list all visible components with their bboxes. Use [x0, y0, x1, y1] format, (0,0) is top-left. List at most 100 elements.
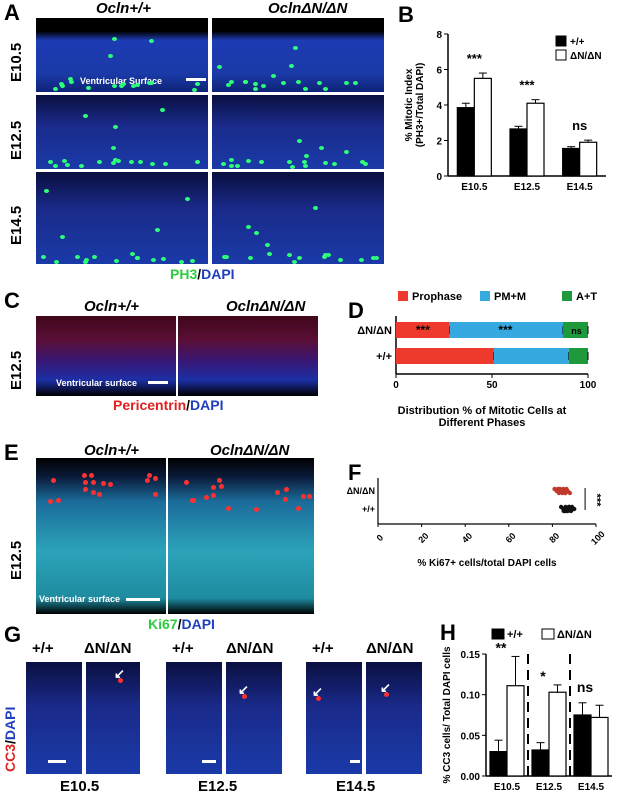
bar: [473, 77, 492, 177]
stain-main-label-c: Pericentrin: [113, 397, 187, 413]
age-label-e105-a: E10.5: [8, 42, 25, 82]
cc3-positive-cell: [384, 692, 389, 697]
legend-swatch: [491, 628, 505, 640]
x-tick-label: 20: [416, 531, 430, 545]
ph3-positive-cell: [304, 154, 310, 159]
bar: [590, 716, 609, 777]
ph3-positive-cell: [287, 160, 293, 165]
ph3-positive-cell: [129, 252, 135, 257]
micrograph-g-mut-e105: [86, 662, 140, 774]
micrograph-a-wt-e105: Ventricular Surface: [36, 18, 208, 92]
genotype-label-wt-a: Ocln+/+: [96, 0, 152, 17]
ph3-positive-cell: [301, 160, 307, 165]
ph3-positive-cell: [52, 164, 58, 169]
stain-sep-c: /: [186, 397, 191, 413]
legend-swatch: [562, 291, 572, 301]
y-tick-label: ΔN/ΔN: [347, 486, 375, 496]
legend-swatch: [555, 49, 567, 61]
y-tick-label: 0.15: [461, 650, 481, 661]
mitotic-cell-marker: [153, 475, 159, 481]
micrograph-a-mut-e145: [212, 172, 384, 264]
ph3-positive-cell: [92, 254, 98, 259]
legend-label: +/+: [507, 629, 523, 641]
mitotic-cell-marker: [50, 477, 56, 483]
legend-label: +/+: [570, 37, 585, 48]
bar: [531, 749, 550, 777]
y-tick-label: 8: [436, 30, 442, 41]
ph3-positive-cell: [297, 255, 303, 260]
stain-dapi-label-e: DAPI: [181, 616, 215, 632]
genotype-label-mut-e: OclnΔN/ΔN: [210, 442, 290, 459]
ph3-positive-cell: [116, 158, 122, 163]
y-tick-label: 0.10: [461, 691, 481, 702]
ph3-positive-cell: [245, 225, 251, 230]
x-tick-label: 100: [580, 380, 597, 391]
ph3-positive-cell: [111, 84, 117, 89]
ph3-positive-cell: [253, 231, 259, 236]
genotype-column-label: ΔN/ΔN: [366, 640, 414, 657]
chart-f: ΔN/ΔN +/+ *** 0 20 40 60 80 100 % Ki67+ cells/tot…: [347, 478, 607, 569]
ph3-positive-cell: [235, 164, 241, 169]
x-tick-label: 80: [547, 531, 561, 545]
ventricular-surface-label-e: Ventricular surface: [39, 594, 121, 604]
micrograph-g-mut-e125: [226, 662, 282, 774]
age-label-c: E12.5: [8, 350, 25, 390]
ph3-positive-cell: [323, 160, 329, 165]
mitotic-cell-marker: [216, 477, 222, 483]
ph3-positive-cell: [96, 159, 102, 164]
ph3-positive-cell: [161, 257, 167, 262]
legend-swatch: [541, 628, 555, 640]
x-tick-label: 100: [589, 529, 607, 547]
stain-sep-g: /: [2, 740, 18, 744]
ph3-positive-cell: [296, 80, 302, 85]
legend-swatch: [480, 291, 490, 301]
ph3-positive-cell: [110, 160, 116, 165]
ph3-positive-cell: [270, 74, 276, 79]
mitotic-cell-marker: [274, 489, 280, 495]
y-tick-label: 0: [436, 172, 442, 183]
micrograph-g-mut-e145: [366, 662, 422, 774]
ph3-positive-cell: [112, 157, 118, 162]
stacked-segment: [396, 322, 450, 338]
scale-bar: [186, 78, 206, 81]
ph3-positive-cell: [83, 259, 89, 264]
genotype-column-label: +/+: [172, 640, 194, 657]
micrograph-e-mut: [168, 458, 314, 614]
bar: [548, 691, 567, 777]
stain-dapi-label-c: DAPI: [190, 397, 224, 413]
mitotic-cell-marker: [210, 484, 216, 490]
ph3-positive-cell: [120, 81, 126, 86]
ph3-positive-cell: [224, 254, 230, 259]
ph3-positive-cell: [162, 162, 168, 167]
mitotic-cell-marker: [89, 473, 95, 479]
mitotic-cell-marker: [152, 492, 158, 498]
ph3-positive-cell: [332, 162, 338, 167]
genotype-label-wt-c: Ocln+/+: [84, 298, 140, 315]
panel-label-a: A: [4, 0, 20, 25]
ph3-positive-cell: [113, 258, 119, 263]
age-label-g-e145: E14.5: [336, 778, 376, 795]
y-tick-label: +/+: [362, 504, 375, 514]
bar: [579, 141, 598, 177]
mitotic-cell-marker: [306, 493, 312, 499]
micrograph-a-mut-e105: [212, 18, 384, 92]
ph3-positive-cell: [62, 158, 68, 163]
ph3-positive-cell: [228, 164, 234, 169]
micrograph-c-wt: Ventricular surface: [36, 316, 176, 396]
y-tick-label: 0.05: [461, 731, 481, 742]
stacked-segment: [396, 348, 494, 364]
x-tick-label: 60: [504, 531, 518, 545]
significance-label: ns: [572, 118, 587, 133]
stacked-segment: [493, 348, 569, 364]
ph3-positive-cell: [321, 255, 327, 260]
mitotic-cell-marker: [300, 494, 306, 500]
ph3-positive-cell: [261, 83, 267, 88]
panel-label-e: E: [4, 440, 19, 465]
mitotic-cell-marker: [282, 497, 288, 503]
legend-label: ΔN/ΔN: [557, 629, 592, 641]
ph3-positive-cell: [148, 81, 154, 86]
ph3-positive-cell: [337, 258, 343, 263]
chart-d: Prophase PM+M A+T ΔN/ΔN +/+ *** *** ns 0 50 100 Dis…: [357, 291, 597, 429]
ph3-positive-cell: [59, 83, 65, 88]
ph3-positive-cell: [179, 259, 185, 264]
